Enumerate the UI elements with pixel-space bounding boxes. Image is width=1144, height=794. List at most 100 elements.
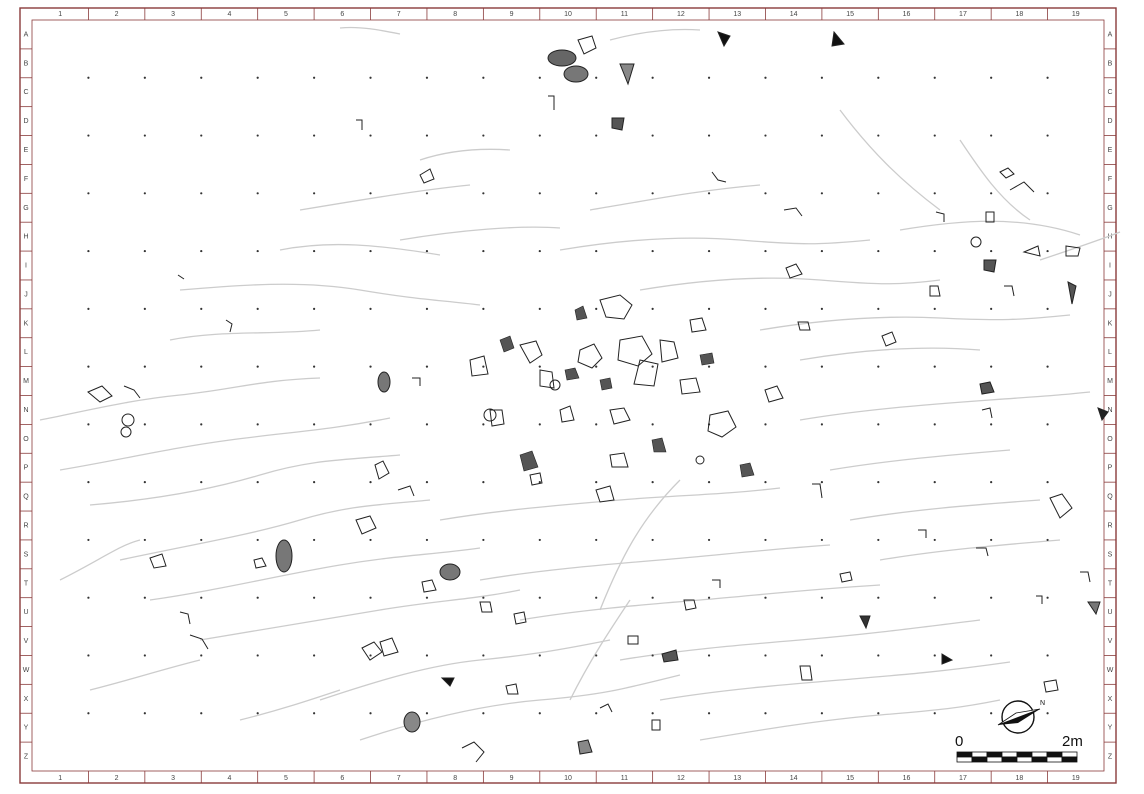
find-outline <box>1043 679 1059 693</box>
contour-line <box>899 220 1081 236</box>
find-outline <box>651 719 661 731</box>
grid-point <box>820 307 823 310</box>
grid-point <box>87 423 90 426</box>
grid-point <box>1046 192 1049 195</box>
grid-point <box>764 307 767 310</box>
grid-labels-bottom: 1 2 3 4 5 6 7 8 9 10 11 12 13 14 15 16 17 18 19 <box>58 775 1080 782</box>
find-outline <box>461 741 485 763</box>
find-outline <box>985 211 995 223</box>
grid-point <box>87 365 90 368</box>
grid-label-bottom: 9 <box>510 775 514 782</box>
grid-point <box>707 192 711 195</box>
find-outline <box>253 557 267 569</box>
grid-point <box>87 192 90 195</box>
grid-point <box>425 192 429 195</box>
grid-point <box>990 538 993 542</box>
find-filled <box>941 653 954 665</box>
find-filled <box>1087 601 1101 616</box>
scale-bar-segment <box>1001 756 1018 763</box>
find-outline <box>799 665 813 681</box>
grid-point <box>313 134 316 137</box>
find-filled <box>831 30 845 47</box>
find-filled <box>574 305 588 321</box>
grid-label-left: F <box>24 176 28 183</box>
grid-point <box>143 76 146 79</box>
find-outline <box>695 455 705 465</box>
grid-point <box>369 654 372 657</box>
grid-label-top: 2 <box>115 11 119 18</box>
grid-point <box>1046 596 1049 599</box>
grid-label-bottom: 14 <box>790 775 798 782</box>
grid-label-left: G <box>23 205 28 212</box>
grid-label-bottom: 1 <box>58 775 62 782</box>
grid-label-left: N <box>23 407 28 414</box>
contour-line <box>569 599 631 701</box>
grid-label-left: P <box>24 465 29 472</box>
scale-bar-segment <box>1031 756 1048 763</box>
grid-point <box>820 596 823 599</box>
find-outline <box>549 379 561 391</box>
grid-point <box>877 76 880 79</box>
grid-point <box>651 712 654 715</box>
grid-label-left: Q <box>23 494 29 501</box>
grid-point <box>538 192 541 195</box>
find-filled <box>717 31 731 48</box>
grid-label-right: H <box>1107 234 1112 241</box>
grid-point <box>877 654 880 657</box>
find-outline <box>577 35 597 55</box>
grid-label-right: B <box>1108 60 1113 67</box>
find-outline <box>712 579 721 588</box>
scale-bar-segment <box>1061 756 1078 763</box>
find-outline <box>711 171 727 183</box>
contour-line <box>179 283 481 306</box>
grid-point <box>425 596 429 599</box>
find-outline <box>1080 571 1091 583</box>
grid-point <box>651 365 654 368</box>
find-outline <box>179 611 191 625</box>
grid-point <box>313 538 316 542</box>
grid-point <box>256 654 259 657</box>
grid-point <box>369 481 372 484</box>
grid-label-bottom: 10 <box>564 775 572 782</box>
grid-point <box>256 712 259 715</box>
find-outline <box>225 319 233 333</box>
grid-point <box>764 538 767 542</box>
find-outline <box>617 335 653 367</box>
grid-point <box>651 538 654 542</box>
grid-point <box>764 192 767 195</box>
find-outline <box>764 385 784 403</box>
grid-point <box>1046 481 1049 484</box>
grid-point <box>482 712 485 715</box>
find-outline <box>935 211 945 222</box>
grid-label-top: 5 <box>284 11 288 18</box>
find-outline <box>689 317 707 333</box>
grid-point <box>369 423 372 426</box>
grid-point <box>200 423 203 426</box>
grid-point <box>595 249 598 253</box>
grid-label-right: U <box>1107 609 1112 616</box>
contour-line <box>199 589 521 641</box>
find-outline <box>595 485 615 503</box>
find-outline <box>609 452 629 468</box>
grid-label-top: 14 <box>790 11 798 18</box>
grid-point <box>143 365 146 368</box>
find-outline <box>177 274 185 280</box>
find-outline <box>881 331 897 347</box>
find-outline <box>627 635 639 645</box>
grid-label-bottom: 11 <box>621 775 628 782</box>
grid-point <box>820 134 823 137</box>
grid-point <box>990 307 993 310</box>
grid-point <box>651 481 654 484</box>
grid-point <box>538 249 541 253</box>
grid-point <box>1046 712 1049 715</box>
contour-line <box>419 148 511 161</box>
grid-label-left: O <box>23 436 29 443</box>
grid-point <box>425 654 429 657</box>
scale-bar-segment <box>986 751 1003 758</box>
find-outline <box>355 515 377 535</box>
grid-point <box>256 134 259 137</box>
grid-point <box>1046 365 1049 368</box>
grid-label-top: 9 <box>510 11 514 18</box>
find-outline <box>609 407 631 425</box>
find-outline <box>479 601 493 613</box>
